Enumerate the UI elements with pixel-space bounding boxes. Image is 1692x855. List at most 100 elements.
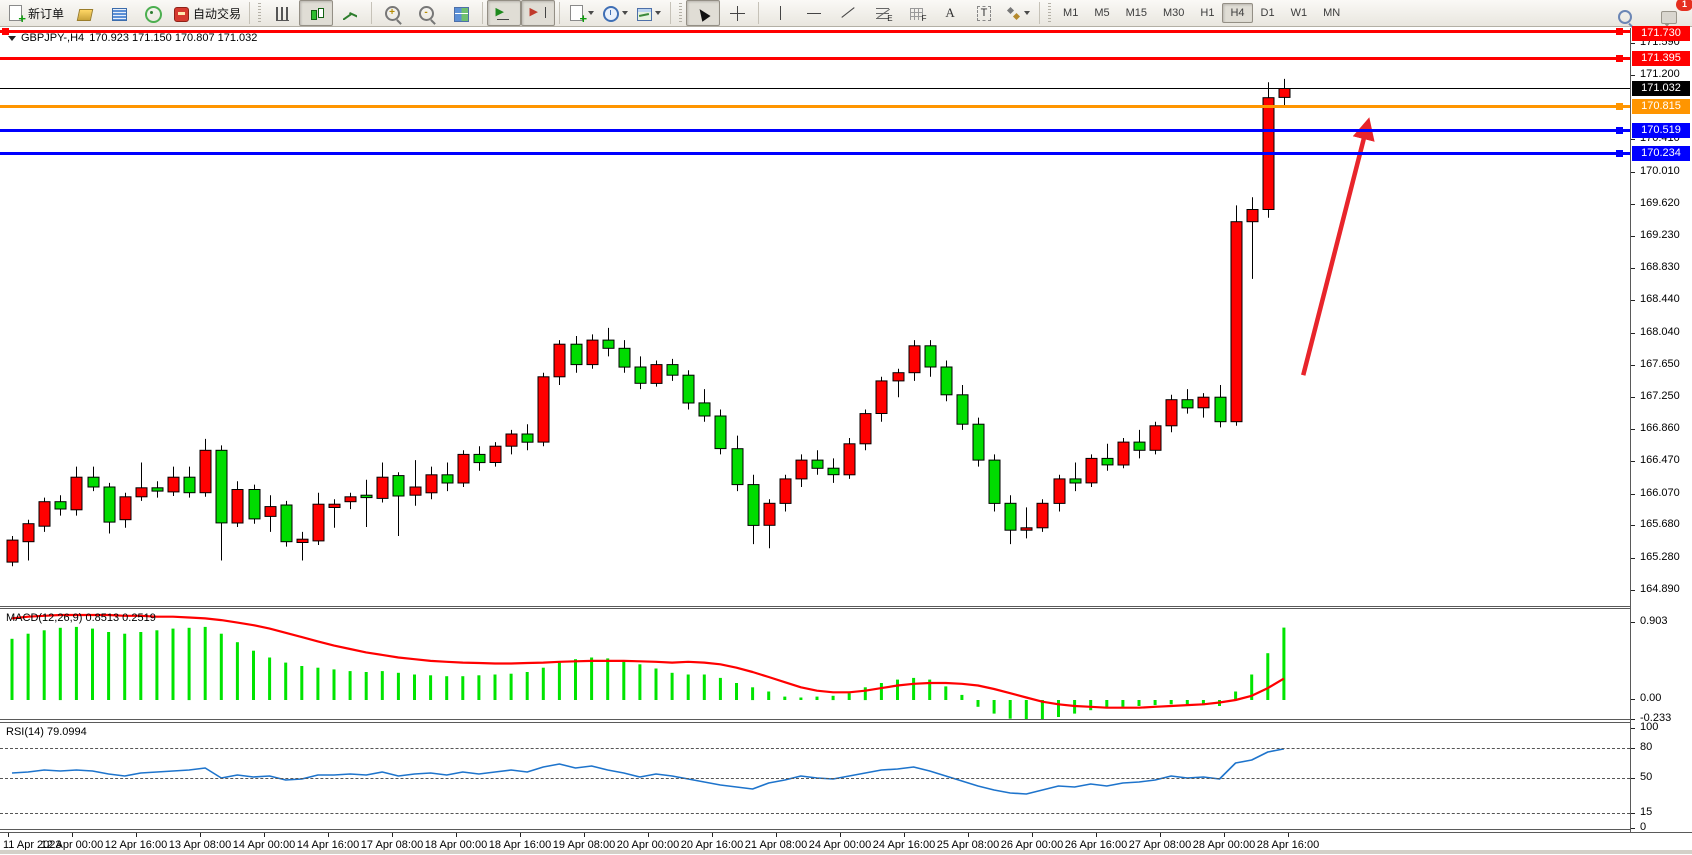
axis-tick-label: 168.830 [1640, 261, 1680, 274]
hline-handle[interactable] [1616, 28, 1623, 36]
date-tick-label: 21 Apr 08:00 [744, 839, 808, 851]
rsi-level-80 [0, 748, 1630, 749]
date-tick-label: 27 Apr 08:00 [1128, 839, 1192, 851]
axis-tick-label: 169.620 [1640, 196, 1680, 209]
timeframe-m15[interactable]: M15 [1125, 7, 1147, 19]
clock-icon [602, 5, 619, 22]
timeframe-m1[interactable]: M1 [1063, 7, 1079, 19]
price-badge-171.395: 171.395 [1632, 51, 1690, 67]
date-tick [1288, 833, 1289, 837]
hline-handle[interactable] [1616, 55, 1623, 63]
line-chart-button[interactable] [333, 0, 367, 26]
fibonacci-button[interactable]: E [865, 0, 899, 26]
date-tick [72, 833, 73, 837]
periods-button[interactable] [598, 0, 632, 26]
axis-tick [1631, 332, 1635, 334]
axis-tick-label: 0.903 [1640, 615, 1668, 628]
hline-handle[interactable] [1616, 102, 1623, 110]
axis-divider [1630, 28, 1631, 832]
auto-trading-button[interactable]: 自动交易 [170, 0, 245, 26]
cursor-button[interactable] [686, 0, 721, 26]
trendline-button[interactable] [831, 0, 865, 26]
date-tick [776, 833, 777, 837]
date-tick-label: 25 Apr 08:00 [936, 839, 1000, 851]
axis-tick-label: 167.650 [1640, 357, 1680, 370]
search-button[interactable] [1608, 3, 1642, 29]
axis-tick [1631, 699, 1635, 700]
text-tool-button[interactable]: A [933, 0, 967, 26]
hline-170.234[interactable] [0, 152, 1630, 156]
crosshair-icon [729, 6, 745, 21]
timeframe-d1[interactable]: D1 [1260, 7, 1275, 19]
zoom-in-icon: + [384, 6, 400, 21]
axis-tick-label: 165.280 [1640, 551, 1680, 563]
fibo-suffix: E [887, 14, 893, 23]
auto-scroll-button[interactable]: ▶ [487, 0, 522, 26]
vertical-line-button[interactable] [763, 0, 797, 26]
timeframe-w1[interactable]: W1 [1290, 7, 1308, 19]
axis-tick-label: 165.680 [1640, 518, 1680, 531]
rsi-pane[interactable]: RSI(14) 79.0994 [0, 722, 1630, 830]
date-tick-label: 26 Apr 00:00 [1000, 839, 1064, 851]
hline-handle[interactable] [1616, 126, 1623, 134]
zoom-in-button[interactable]: + [376, 0, 410, 26]
hline-171.032[interactable] [0, 88, 1630, 89]
notifications-button[interactable]: 1 [1652, 0, 1692, 29]
rsi-level-15 [0, 813, 1630, 814]
axis-tick-label: 169.230 [1640, 228, 1680, 241]
zoom-out-icon: - [418, 6, 434, 21]
candlestick-chart-button[interactable] [299, 0, 334, 26]
hline-handle[interactable] [1616, 150, 1623, 158]
toolbar-separator [249, 2, 251, 24]
text-label-button[interactable]: T [967, 0, 1001, 26]
axis-tick-label: 164.890 [1640, 582, 1680, 595]
horizontal-line-button[interactable] [797, 0, 831, 26]
date-axis[interactable]: 11 Apr 2023 12 Apr 00:00 12 Apr 16:00 13 Ap… [0, 832, 1692, 855]
hline-170.815[interactable] [0, 104, 1630, 108]
indicators-button[interactable] [564, 0, 598, 26]
chevron-down-icon [588, 11, 595, 15]
timeframe-m30[interactable]: M30 [1163, 7, 1185, 19]
hline-170.519[interactable] [0, 128, 1630, 132]
templates-button[interactable] [632, 0, 666, 26]
hline-171.395[interactable] [0, 57, 1630, 61]
alerts-button[interactable] [68, 0, 102, 26]
candlestick-icon [309, 7, 325, 21]
toolbar-separator [758, 2, 760, 24]
fibo-grid-button[interactable]: F [899, 0, 933, 26]
axis-tick-label: 100 [1640, 721, 1659, 733]
price-badge-171.032: 171.032 [1632, 81, 1690, 96]
toolbar-grip [679, 3, 683, 23]
auto-trading-label: 自动交易 [193, 6, 242, 21]
zoom-out-button[interactable]: - [410, 0, 444, 26]
axis-tick [1631, 718, 1635, 720]
date-tick-label: 12 Apr 16:00 [104, 839, 168, 851]
indicators-icon [570, 5, 587, 26]
date-tick [968, 833, 969, 837]
price-badge-170.519: 170.519 [1632, 122, 1690, 138]
price-pane[interactable] [0, 28, 1630, 607]
hline-handle[interactable] [2, 28, 9, 36]
crosshair-button[interactable] [720, 0, 754, 26]
timeframe-h1[interactable]: H1 [1200, 7, 1215, 19]
axis-tick-label: 166.860 [1640, 422, 1680, 435]
chevron-down-icon [621, 11, 628, 15]
print-button[interactable] [102, 0, 136, 26]
news-button[interactable] [136, 0, 170, 26]
vertical-line-icon [772, 5, 789, 22]
timeframe-h4[interactable]: H4 [1222, 3, 1253, 23]
tile-windows-button[interactable] [444, 0, 478, 26]
hline-171.730[interactable] [0, 30, 1630, 34]
timeframe-mn[interactable]: MN [1323, 7, 1341, 19]
date-tick [392, 833, 393, 837]
arrows-button[interactable] [1001, 0, 1035, 26]
symbol-menu-icon[interactable] [8, 35, 16, 41]
date-tick [1032, 833, 1033, 837]
new-order-button[interactable]: 新订单 [3, 0, 68, 26]
chart-shift-button[interactable]: ▶ [521, 0, 556, 26]
timeframe-m5[interactable]: M5 [1094, 7, 1110, 19]
price-axis[interactable]: 171.730 171.395 171.032 170.815 170.519 170.2… [1631, 26, 1692, 833]
macd-pane[interactable]: MACD(12,26,9) 0.8513 0.2519 [0, 608, 1630, 720]
bar-chart-button[interactable] [265, 0, 299, 26]
rsi-level-50 [0, 778, 1630, 779]
